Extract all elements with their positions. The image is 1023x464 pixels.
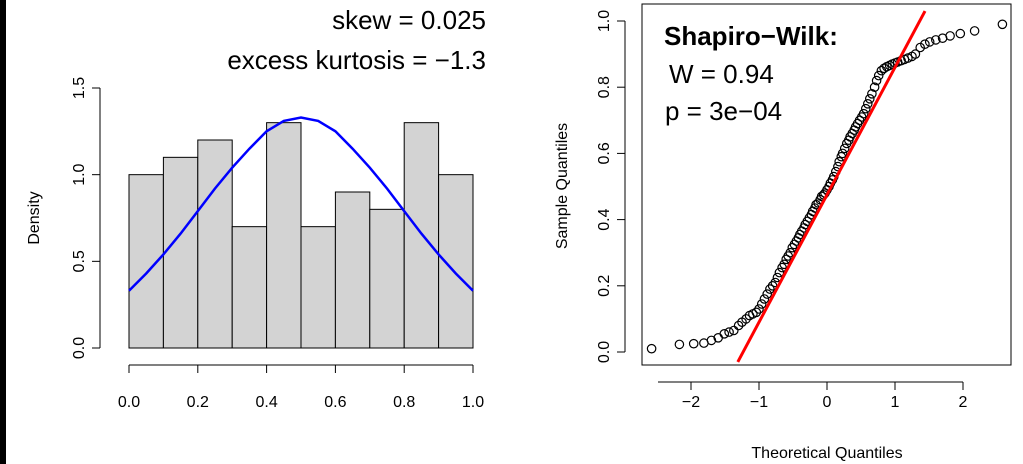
qq-point bbox=[945, 31, 955, 41]
qq-point bbox=[774, 267, 785, 278]
qq-point bbox=[862, 99, 873, 109]
qq-point bbox=[756, 299, 767, 309]
reference-line bbox=[736, 10, 927, 363]
density-curve bbox=[128, 116, 474, 292]
histogram-bar bbox=[266, 122, 302, 349]
x-tick-label: 2 bbox=[959, 394, 968, 411]
qq-point bbox=[646, 343, 657, 354]
qq-point bbox=[759, 294, 770, 304]
qq-point bbox=[867, 89, 877, 99]
skew-annotation: skew = 0.025 bbox=[332, 5, 486, 35]
histogram-bar bbox=[128, 174, 164, 349]
y-ticks: 0.0 0.5 1.0 1.5 bbox=[71, 77, 100, 359]
histogram-bar bbox=[300, 226, 336, 349]
qq-point bbox=[724, 327, 734, 337]
shapiro-wilk-title: Shapiro−Wilk: bbox=[664, 21, 838, 51]
qq-point bbox=[879, 63, 889, 74]
qq-point bbox=[955, 28, 966, 39]
qq-point bbox=[930, 35, 941, 45]
y-tick-label: 0.0 bbox=[596, 341, 613, 363]
qq-point bbox=[924, 37, 935, 47]
qq-point bbox=[754, 304, 764, 314]
y-tick-label: 0.0 bbox=[71, 337, 88, 359]
histogram-bar bbox=[369, 208, 405, 349]
qq-point bbox=[839, 143, 850, 154]
x-axis-label: Theoretical Quantiles bbox=[751, 445, 902, 462]
x-ticks: 0.0 0.2 0.4 0.6 0.8 1.0 bbox=[118, 365, 484, 411]
y-axis-label: Sample Quantiles bbox=[554, 123, 571, 249]
qq-point bbox=[873, 70, 884, 81]
kurtosis-annotation: excess kurtosis = −1.3 bbox=[227, 45, 486, 75]
qq-point bbox=[903, 53, 913, 63]
histogram-bar bbox=[162, 156, 199, 349]
qq-point bbox=[719, 328, 730, 339]
y-tick-label: 0.2 bbox=[596, 275, 613, 297]
x-tick-label: −1 bbox=[750, 394, 768, 411]
histogram-bar bbox=[197, 139, 233, 349]
qq-point bbox=[871, 75, 882, 86]
shapiro-wilk-p: p = 3e−04 bbox=[665, 96, 782, 126]
qq-point bbox=[858, 108, 869, 119]
x-tick-label: 1 bbox=[891, 394, 900, 411]
plot-frame bbox=[641, 3, 1012, 366]
y-tick-label: 1.0 bbox=[71, 163, 88, 185]
histogram-bar bbox=[334, 191, 371, 349]
qq-point bbox=[869, 82, 880, 92]
y-ticks: 0.0 0.2 0.4 0.6 0.8 1.0 bbox=[596, 10, 625, 363]
y-tick-label: 0.6 bbox=[596, 142, 613, 164]
qq-point bbox=[762, 289, 772, 299]
x-tick-label: 0.2 bbox=[187, 394, 209, 411]
x-tick-label: 1.0 bbox=[462, 394, 484, 411]
y-tick-label: 1.5 bbox=[71, 77, 88, 99]
qq-point bbox=[837, 148, 848, 159]
x-tick-label: 0.4 bbox=[255, 394, 277, 411]
qq-point bbox=[997, 19, 1008, 30]
x-ticks: −2 −1 0 1 2 bbox=[682, 382, 968, 411]
qq-point bbox=[741, 314, 751, 324]
qq-point bbox=[920, 39, 930, 49]
qq-point bbox=[969, 26, 980, 36]
histogram-bar bbox=[231, 226, 268, 349]
x-tick-label: 0.8 bbox=[393, 394, 415, 411]
x-tick-label: 0.6 bbox=[324, 394, 346, 411]
y-tick-label: 0.8 bbox=[596, 76, 613, 98]
qq-point bbox=[733, 320, 744, 331]
qq-point bbox=[910, 49, 921, 59]
x-tick-label: 0 bbox=[823, 394, 832, 411]
y-tick-label: 1.0 bbox=[596, 10, 613, 32]
y-axis-label: Density bbox=[26, 191, 43, 244]
qq-point bbox=[706, 335, 717, 346]
left-border bbox=[0, 0, 6, 464]
x-tick-label: −2 bbox=[682, 394, 700, 411]
qq-point bbox=[864, 94, 875, 104]
x-tick-label: 0.0 bbox=[118, 394, 140, 411]
qq-point bbox=[674, 339, 685, 350]
qq-point bbox=[728, 325, 739, 336]
histogram-panel: 0.0 0.2 0.4 0.6 0.8 1.0 0.00.51.01.5 Density … bbox=[26, 5, 486, 411]
qq-point bbox=[765, 284, 775, 294]
qq-point bbox=[688, 338, 699, 349]
y-tick-label: 0.4 bbox=[596, 208, 613, 230]
y-tick-label: 0.5 bbox=[71, 250, 88, 272]
qq-point bbox=[860, 103, 871, 114]
qq-plot-panel: −2 −1 0 1 2 0.0 0.2 0.4 0.6 0.8 1.0 Theoretical Q… bbox=[554, 3, 1012, 462]
qq-point bbox=[751, 307, 762, 318]
shapiro-wilk-w: W = 0.94 bbox=[669, 59, 774, 89]
